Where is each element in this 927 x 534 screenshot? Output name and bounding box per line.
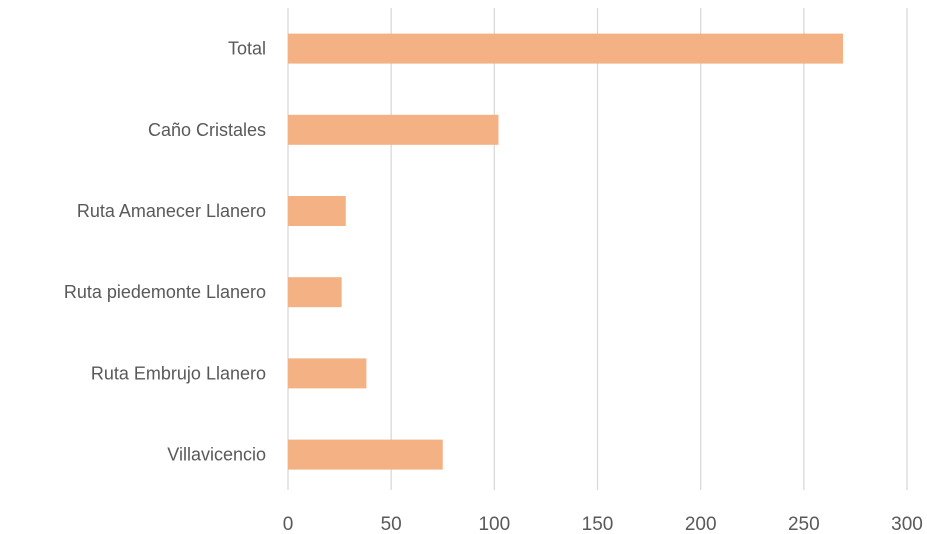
category-label-5: Villavicencio bbox=[167, 445, 266, 465]
x-tick-label-300: 300 bbox=[891, 514, 923, 534]
x-tick-label-250: 250 bbox=[788, 514, 820, 534]
x-tick-labels: 0 50 100 150 200 250 300 bbox=[283, 514, 923, 534]
category-label-0: Total bbox=[228, 39, 266, 59]
category-label-4: Ruta Embrujo Llanero bbox=[91, 363, 266, 383]
category-labels: Total Caño Cristales Ruta Amanecer Llanero… bbox=[64, 39, 266, 465]
category-label-1: Caño Cristales bbox=[148, 120, 266, 140]
x-tick-label-100: 100 bbox=[478, 514, 510, 534]
bar-3 bbox=[288, 277, 342, 308]
bar-0 bbox=[288, 33, 844, 64]
x-tick-label-150: 150 bbox=[582, 514, 614, 534]
bars bbox=[288, 33, 844, 470]
x-tick-label-50: 50 bbox=[381, 514, 402, 534]
bar-4 bbox=[288, 358, 367, 389]
bar-1 bbox=[288, 114, 499, 145]
gridlines bbox=[287, 8, 908, 490]
x-tick-label-0: 0 bbox=[283, 514, 294, 534]
bar-5 bbox=[288, 439, 443, 470]
x-tick-label-200: 200 bbox=[685, 514, 717, 534]
category-label-2: Ruta Amanecer Llanero bbox=[77, 201, 266, 221]
category-label-3: Ruta piedemonte Llanero bbox=[64, 282, 266, 302]
bar-2 bbox=[288, 196, 346, 226]
